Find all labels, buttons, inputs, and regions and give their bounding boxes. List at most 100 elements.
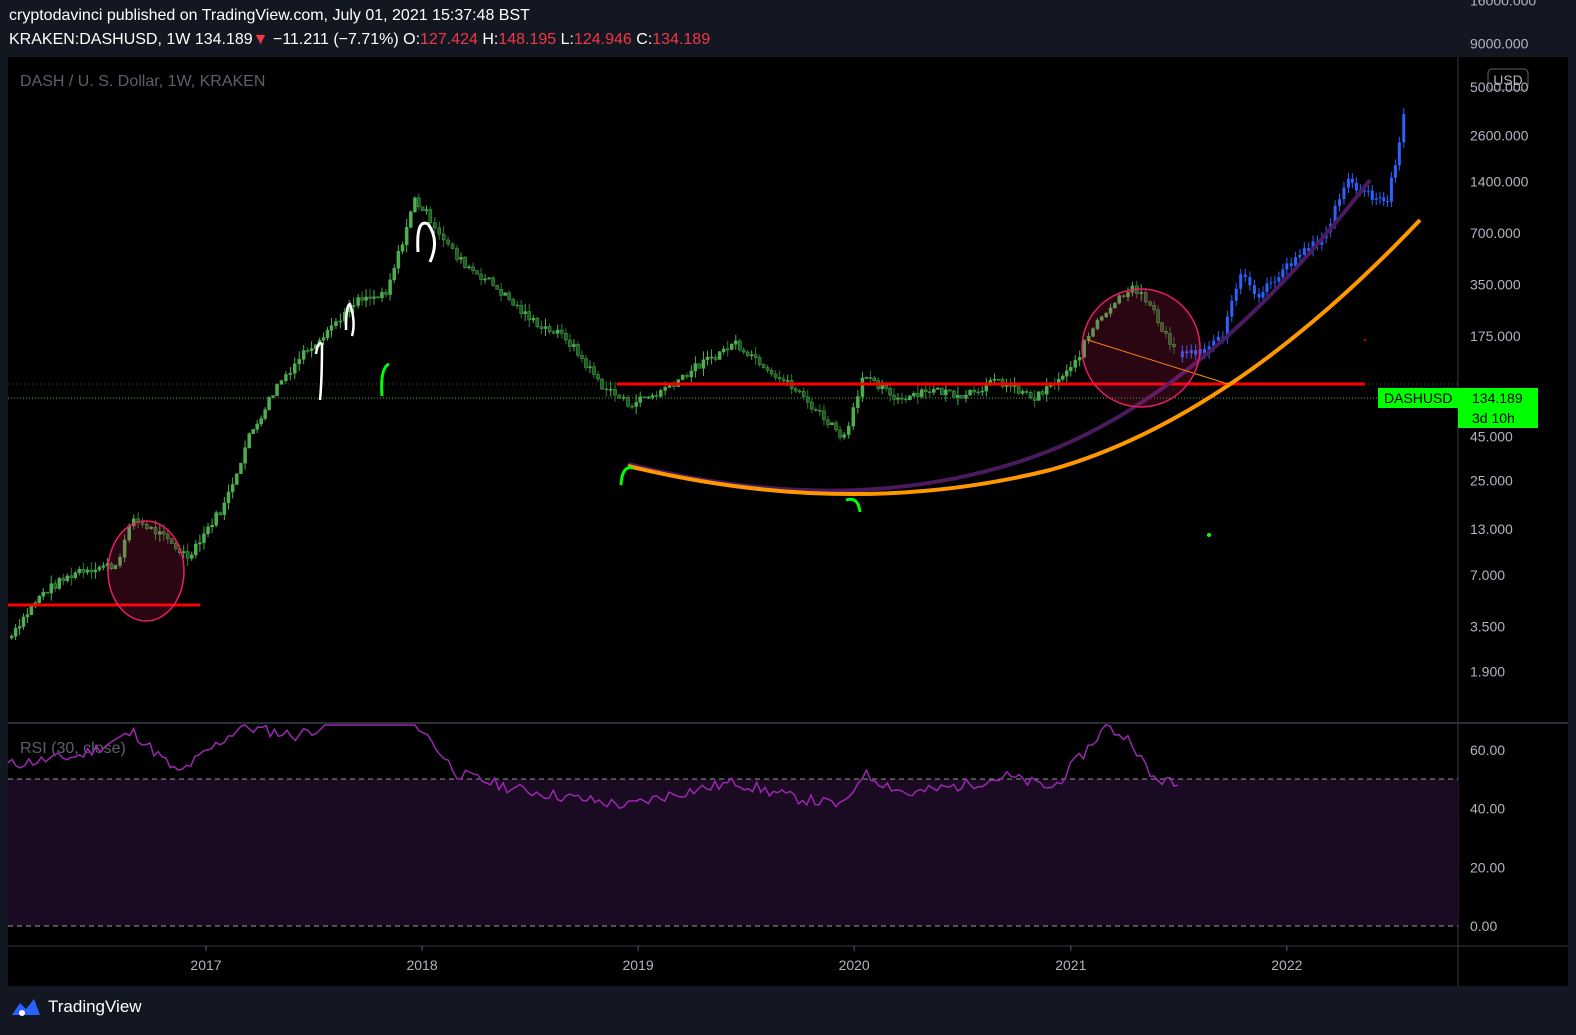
candle-body	[301, 350, 306, 360]
candle-body	[745, 351, 750, 356]
candle-body	[29, 606, 34, 615]
projection-bar	[1374, 198, 1378, 200]
projection-bar	[1285, 263, 1289, 270]
orange-curve[interactable]	[627, 218, 1422, 497]
circle-2021[interactable]	[1081, 288, 1201, 408]
candle-body	[564, 333, 568, 341]
candle-body	[896, 397, 900, 400]
candle-body	[948, 389, 952, 392]
candle-body	[194, 543, 198, 556]
candle-body	[646, 396, 651, 399]
candle-body	[765, 367, 770, 371]
projection-bar	[1216, 336, 1220, 341]
candle-body	[604, 388, 609, 391]
projection-bar	[1397, 142, 1401, 166]
candle-body	[511, 299, 515, 306]
chart-title: DASH / U. S. Dollar, 1W, KRAKEN	[20, 73, 265, 90]
candle-body	[409, 211, 413, 228]
candle-body	[321, 337, 326, 341]
price-tick-label: 350.000	[1470, 276, 1521, 292]
candle-body	[77, 569, 82, 574]
candle-body	[37, 595, 42, 604]
candle-body	[267, 397, 271, 410]
candle-body	[551, 331, 556, 334]
projection-bar	[1342, 187, 1346, 200]
high-label: H:	[482, 31, 499, 48]
candle-body	[830, 422, 834, 425]
candle-body	[737, 340, 742, 351]
candle-body	[437, 227, 441, 235]
candle-body	[101, 565, 106, 568]
candle-body	[149, 526, 153, 529]
projection-bar	[1302, 248, 1306, 255]
candle-body	[162, 531, 166, 535]
candle-body	[822, 410, 826, 421]
candle-body	[519, 305, 523, 314]
candle-body	[259, 418, 263, 425]
projection-bar	[1289, 263, 1293, 267]
currency-badge[interactable]	[1487, 68, 1529, 91]
candle-body	[392, 268, 396, 281]
time-tick-label: 2021	[1055, 957, 1086, 973]
currency-label: USD	[1493, 72, 1523, 88]
candle-body	[729, 343, 734, 350]
candle-body	[860, 377, 865, 397]
candle-body	[680, 374, 685, 380]
candle-body	[697, 363, 702, 369]
candle-body	[226, 491, 231, 504]
projection-bar	[1382, 197, 1386, 202]
candle-body	[89, 569, 94, 573]
projection-bar	[1307, 248, 1311, 252]
rsi-band	[8, 779, 1458, 926]
candle-body	[924, 389, 928, 393]
time-axis-bg[interactable]	[8, 946, 1568, 986]
candle-body	[420, 206, 425, 211]
price-axis-bg[interactable]	[1458, 57, 1568, 946]
tradingview-logo[interactable]: TradingView	[10, 995, 142, 1019]
projection-bar	[1350, 178, 1354, 183]
candle-body	[972, 389, 976, 393]
candle-body	[908, 395, 912, 401]
candle-body	[600, 378, 604, 390]
circle-2016[interactable]	[107, 520, 185, 622]
candle-body	[93, 569, 98, 573]
tradingview-logo-icon	[12, 999, 40, 1016]
purple-curve[interactable]	[627, 178, 1372, 493]
candle-body	[329, 325, 334, 331]
candle-body	[1100, 316, 1104, 321]
candle-body	[222, 502, 227, 515]
projection-bar	[1257, 293, 1261, 298]
candle-body	[239, 462, 243, 474]
candle-body	[1091, 328, 1095, 337]
candle-body	[685, 374, 689, 378]
last-price: 134.189	[194, 31, 253, 48]
price-tick-label: 3.500	[1470, 618, 1505, 634]
green-dot	[1207, 533, 1211, 537]
candle-body	[560, 329, 564, 334]
candle-body	[717, 351, 722, 360]
candle-body	[251, 429, 255, 434]
candle-body	[57, 578, 62, 589]
projection-bar	[1239, 274, 1243, 289]
candle-body	[1160, 322, 1164, 332]
white-mark-2017b	[314, 341, 324, 401]
price-tick-label: 45.000	[1470, 429, 1513, 445]
descending-trendline[interactable]	[1087, 339, 1229, 385]
candle-body	[654, 395, 659, 397]
projection-bar	[1298, 254, 1302, 258]
candle-body	[1061, 375, 1065, 380]
projection-bar	[1294, 257, 1298, 267]
candle-body	[523, 311, 527, 314]
candle-body	[499, 288, 503, 296]
candle-body	[206, 526, 210, 534]
rsi-tick-label: 40.00	[1470, 801, 1505, 817]
candle-body	[459, 257, 463, 260]
candle-body	[297, 359, 301, 365]
candle-body	[592, 366, 596, 375]
white-mark-2017a	[344, 302, 355, 337]
price-tick-label: 25.000	[1470, 472, 1513, 488]
candle-body	[868, 377, 873, 379]
candle-body	[400, 244, 405, 252]
price-axis-ticks: 16000.000 9000.000 5000.000 2600.000 1400.00…	[1470, 0, 1536, 680]
